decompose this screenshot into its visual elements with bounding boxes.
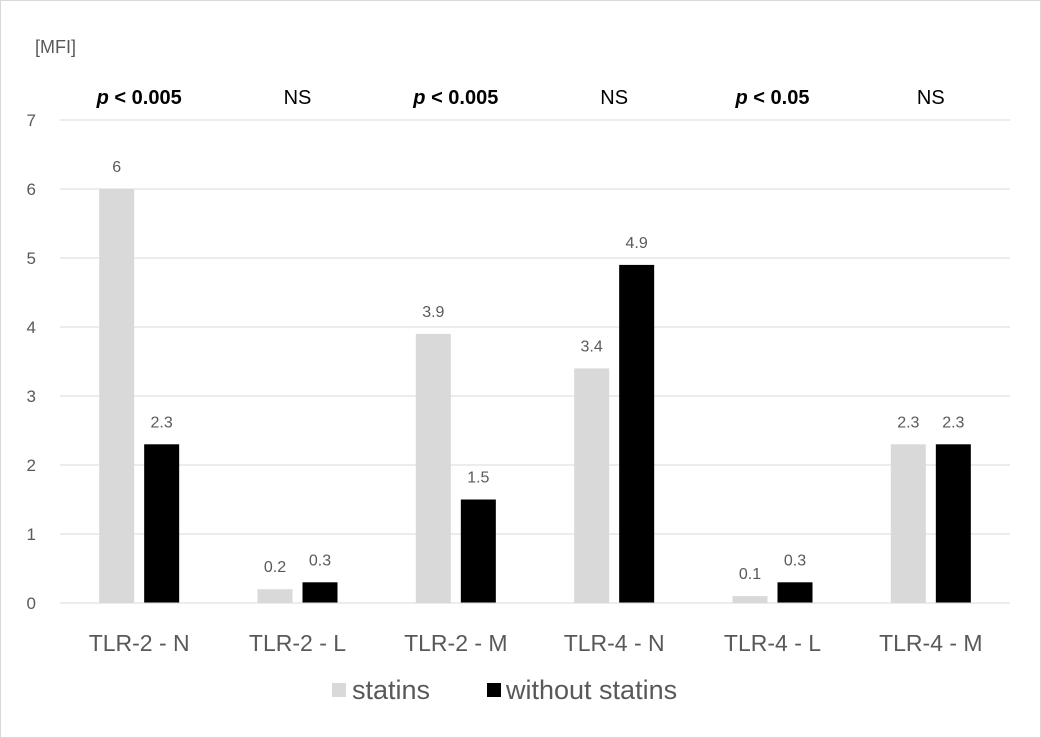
y-tick-label: 0	[27, 594, 36, 613]
data-label: 3.4	[581, 338, 603, 355]
legend-label: without statins	[505, 675, 677, 705]
y-tick-label: 4	[27, 318, 36, 337]
x-tick-label: TLR-2 - N	[89, 630, 190, 656]
x-tick-label: TLR-4 - M	[879, 630, 983, 656]
x-tick-label: TLR-2 - L	[249, 630, 346, 656]
x-tick-label: TLR-2 - M	[404, 630, 508, 656]
data-label: 2.3	[897, 414, 919, 431]
y-tick-label: 1	[27, 525, 36, 544]
data-label: 0.1	[739, 566, 761, 583]
bar-statins	[890, 444, 926, 603]
data-label: 6	[112, 159, 121, 176]
y-axis-label: [MFI]	[35, 37, 76, 57]
bar-without-statins	[460, 499, 496, 603]
data-label: 4.9	[626, 235, 648, 252]
data-label: 3.9	[422, 304, 444, 321]
legend-swatch	[332, 683, 346, 697]
bar-statins	[574, 368, 610, 603]
data-label: 0.3	[309, 552, 331, 569]
significance-annotation: p < 0.05	[735, 87, 810, 109]
significance-annotation: p < 0.005	[412, 87, 498, 109]
y-tick-label: 6	[27, 180, 36, 199]
significance-annotation: NS	[284, 87, 312, 109]
legend-swatch	[487, 683, 501, 697]
x-tick-label: TLR-4 - N	[564, 630, 665, 656]
data-label: 2.3	[942, 414, 964, 431]
data-label: 2.3	[151, 414, 173, 431]
significance-annotation: p < 0.005	[96, 87, 182, 109]
bar-statins	[415, 333, 451, 603]
data-label: 1.5	[467, 470, 489, 487]
bar-without-statins	[777, 582, 813, 603]
significance-annotation: NS	[600, 87, 628, 109]
legend: statins without statins	[332, 675, 677, 705]
y-tick-label: 3	[27, 387, 36, 406]
bar-without-statins	[935, 444, 971, 603]
legend-label: statins	[352, 675, 430, 705]
bar-statins	[257, 589, 293, 603]
y-tick-label: 2	[27, 456, 36, 475]
bar-without-statins	[619, 264, 655, 603]
bar-without-statins	[302, 582, 338, 603]
y-tick-label: 5	[27, 249, 36, 268]
x-tick-label: TLR-4 - L	[724, 630, 821, 656]
data-label: 0.2	[264, 559, 286, 576]
bar-statins	[732, 596, 768, 603]
y-tick-label: 7	[27, 111, 36, 130]
bar-statins	[99, 189, 135, 603]
data-label: 0.3	[784, 552, 806, 569]
bar-without-statins	[144, 444, 180, 603]
significance-annotation: NS	[917, 87, 945, 109]
